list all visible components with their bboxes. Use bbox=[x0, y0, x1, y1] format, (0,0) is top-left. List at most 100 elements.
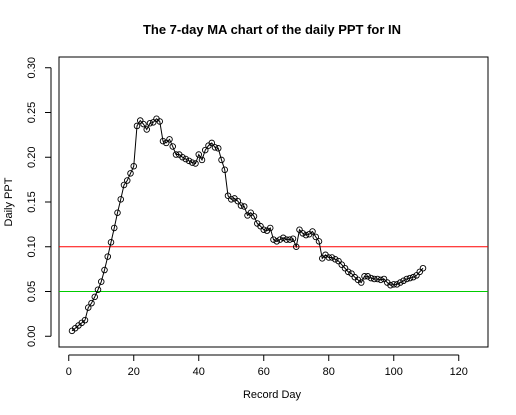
data-point bbox=[162, 139, 170, 147]
x-tick-label: 0 bbox=[66, 366, 72, 378]
data-point bbox=[237, 202, 245, 209]
data-point bbox=[211, 144, 219, 151]
y-tick-label: 0.30 bbox=[26, 57, 38, 78]
data-point bbox=[201, 146, 209, 154]
data-point bbox=[208, 139, 215, 147]
data-point bbox=[146, 119, 154, 127]
data-point bbox=[159, 137, 167, 145]
data-point bbox=[293, 243, 300, 251]
x-tick-label: 100 bbox=[385, 366, 403, 378]
y-tick-label: 0.00 bbox=[26, 326, 38, 347]
data-point bbox=[149, 119, 157, 126]
data-point bbox=[240, 203, 248, 210]
y-axis-label: Daily PPT bbox=[3, 177, 15, 226]
x-tick-label: 40 bbox=[193, 366, 205, 378]
data-point bbox=[114, 209, 121, 216]
data-point bbox=[172, 151, 180, 158]
data-point bbox=[335, 257, 342, 265]
data-point bbox=[123, 177, 131, 184]
data-point bbox=[91, 293, 98, 301]
data-point bbox=[140, 120, 147, 128]
data-point bbox=[296, 226, 303, 233]
data-point bbox=[319, 255, 326, 262]
data-point bbox=[364, 273, 372, 280]
data-point bbox=[361, 273, 368, 280]
x-axis: 0 20 40 60 80 100 120 bbox=[66, 354, 468, 378]
data-point bbox=[280, 234, 287, 242]
data-point bbox=[338, 261, 346, 268]
data-point bbox=[267, 224, 274, 232]
data-point bbox=[136, 117, 144, 124]
y-tick-label: 0.20 bbox=[26, 147, 38, 168]
x-tick-label: 120 bbox=[450, 366, 468, 378]
data-point bbox=[270, 236, 277, 243]
data-point bbox=[166, 136, 173, 143]
data-point bbox=[247, 209, 254, 216]
data-point bbox=[358, 279, 365, 286]
data-point bbox=[107, 239, 115, 246]
data-point bbox=[312, 233, 320, 241]
data-point bbox=[345, 268, 352, 276]
data-point bbox=[377, 276, 385, 284]
data-point bbox=[309, 228, 316, 235]
data-point bbox=[260, 226, 268, 233]
data-point bbox=[156, 118, 163, 125]
data-point bbox=[348, 270, 355, 277]
data-point bbox=[341, 264, 349, 272]
data-point bbox=[218, 156, 225, 164]
data-point bbox=[250, 213, 258, 220]
data-point bbox=[397, 279, 404, 286]
data-point bbox=[179, 153, 186, 161]
y-axis: 0.00 0.05 0.10 0.15 0.20 0.25 0.30 bbox=[26, 57, 52, 347]
data-point bbox=[195, 151, 202, 158]
data-point bbox=[299, 230, 307, 237]
data-point bbox=[143, 126, 150, 133]
y-tick-label: 0.25 bbox=[26, 102, 38, 123]
data-point bbox=[257, 222, 264, 230]
data-point bbox=[117, 196, 124, 203]
data-point bbox=[380, 275, 388, 283]
data-point bbox=[169, 143, 176, 150]
data-point bbox=[97, 278, 105, 285]
data-point bbox=[419, 264, 427, 272]
data-point bbox=[234, 197, 241, 205]
data-point bbox=[130, 162, 137, 170]
data-point bbox=[332, 256, 339, 263]
data-point bbox=[101, 266, 108, 274]
data-point bbox=[328, 254, 336, 261]
data-point bbox=[276, 236, 284, 243]
data-point bbox=[367, 274, 375, 282]
data-point bbox=[214, 145, 222, 152]
data-point bbox=[390, 281, 398, 288]
data-point bbox=[374, 275, 381, 283]
data-point bbox=[387, 281, 394, 289]
data-point bbox=[315, 238, 323, 245]
data-point bbox=[104, 253, 111, 260]
data-point bbox=[325, 254, 333, 261]
y-tick-label: 0.10 bbox=[26, 236, 38, 257]
reference-lines bbox=[59, 246, 488, 293]
series-line bbox=[71, 118, 424, 332]
data-point bbox=[273, 238, 281, 245]
data-point bbox=[84, 304, 92, 311]
data-point bbox=[400, 277, 407, 285]
data-point bbox=[81, 316, 89, 324]
data-point bbox=[192, 160, 199, 167]
data-point bbox=[286, 236, 294, 243]
x-tick-label: 60 bbox=[258, 366, 270, 378]
data-point bbox=[393, 281, 401, 288]
x-tick-label: 20 bbox=[128, 366, 140, 378]
data-point bbox=[110, 224, 118, 232]
data-point bbox=[413, 272, 420, 279]
data-point bbox=[289, 235, 297, 242]
data-point bbox=[185, 157, 193, 165]
data-point bbox=[133, 122, 141, 130]
data-point bbox=[406, 274, 414, 282]
data-point bbox=[416, 268, 424, 276]
data-point bbox=[371, 275, 378, 283]
data-point bbox=[224, 192, 232, 199]
data-point bbox=[283, 236, 290, 243]
chart-title: The 7-day MA chart of the daily PPT for … bbox=[143, 22, 401, 37]
data-point bbox=[198, 156, 206, 164]
